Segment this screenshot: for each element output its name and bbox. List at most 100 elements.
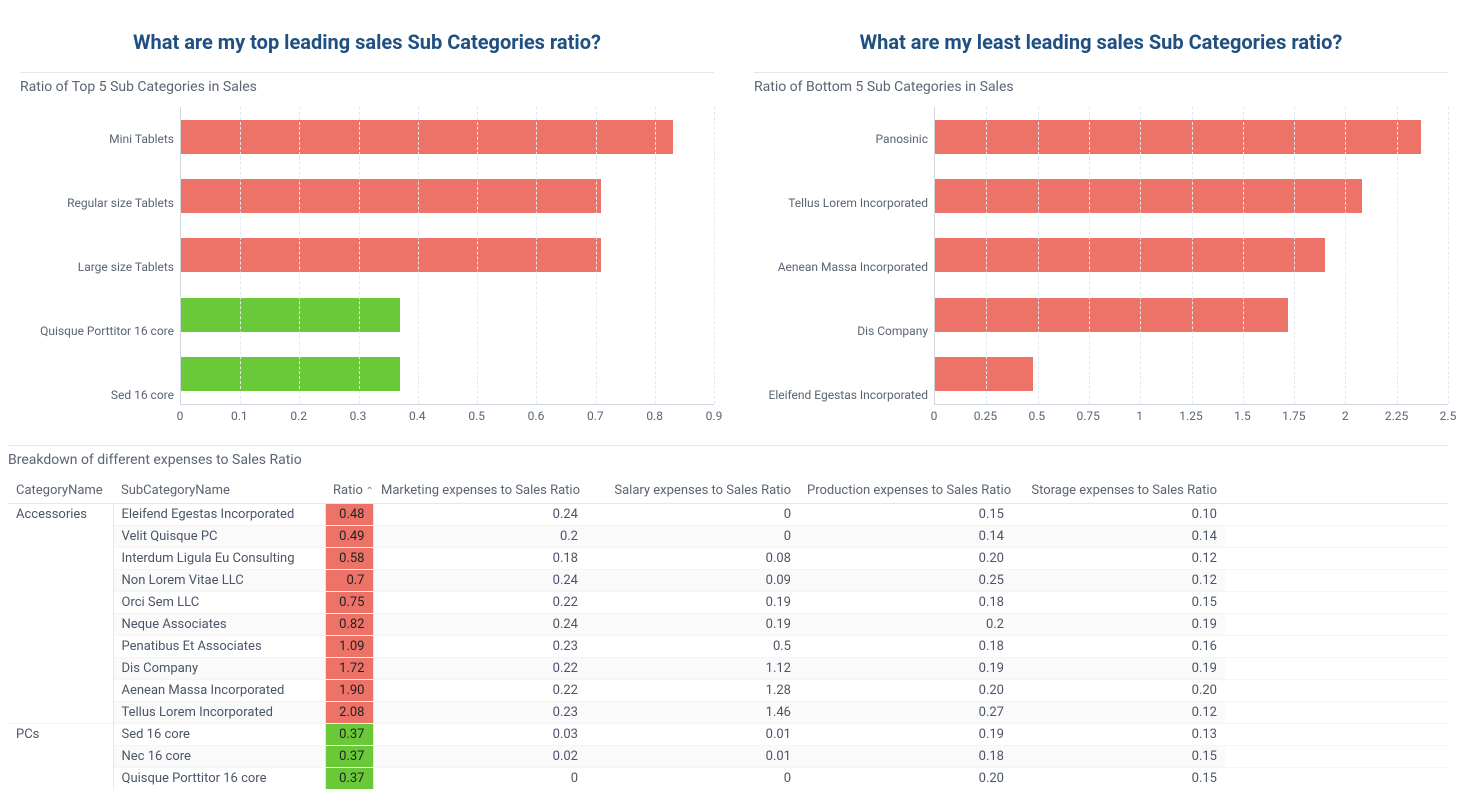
chart-bottom5: PanosinicTellus Lorem IncorporatedAenean… — [754, 107, 1448, 427]
table-row[interactable]: Orci Sem LLC0.750.220.190.180.15 — [8, 592, 1448, 614]
metric-cell: 0.23 — [373, 636, 586, 658]
bar-label: Panosinic — [754, 132, 928, 146]
subcategory-cell: Aenean Massa Incorporated — [113, 680, 325, 702]
metric-cell: 0.20 — [799, 548, 1012, 570]
metric-cell: 0.12 — [1012, 702, 1225, 724]
table-row[interactable]: Interdum Ligula Eu Consulting0.580.180.0… — [8, 548, 1448, 570]
ratio-cell: 1.72 — [325, 658, 373, 680]
metric-cell: 0.09 — [586, 570, 799, 592]
metric-cell: 0.19 — [1012, 658, 1225, 680]
column-header[interactable]: Storage expenses to Sales Ratio — [1012, 478, 1225, 504]
x-tick: 0.7 — [587, 409, 604, 423]
expenses-table-wrap: CategoryNameSubCategoryNameRatioMarketin… — [8, 478, 1448, 789]
panel-title-left: What are my top leading sales Sub Catego… — [20, 30, 714, 54]
metric-cell: 1.12 — [586, 658, 799, 680]
x-tick: 2.25 — [1385, 409, 1408, 423]
x-tick: 0.5 — [1028, 409, 1045, 423]
table-row[interactable]: PCsSed 16 core0.370.030.010.190.13 — [8, 724, 1448, 746]
column-header[interactable]: Marketing expenses to Sales Ratio — [373, 478, 586, 504]
x-tick: 0.2 — [290, 409, 307, 423]
ratio-cell: 0.37 — [325, 724, 373, 746]
table-row[interactable]: Neque Associates0.820.240.190.20.19 — [8, 614, 1448, 636]
ratio-cell: 2.08 — [325, 702, 373, 724]
table-row[interactable]: Nec 16 core0.370.020.010.180.15 — [8, 746, 1448, 768]
subcategory-cell: Sed 16 core — [113, 724, 325, 746]
bar[interactable] — [181, 120, 673, 154]
metric-cell: 0.19 — [799, 724, 1012, 746]
x-tick: 0.1 — [231, 409, 248, 423]
column-header[interactable]: CategoryName — [8, 478, 113, 504]
x-tick: 1 — [1136, 409, 1143, 423]
metric-cell: 0.16 — [1012, 636, 1225, 658]
ratio-cell: 0.82 — [325, 614, 373, 636]
column-header[interactable]: Ratio — [325, 478, 373, 504]
bar[interactable] — [935, 357, 1033, 391]
bar[interactable] — [935, 238, 1325, 272]
x-tick: 1.5 — [1234, 409, 1251, 423]
bar[interactable] — [181, 357, 400, 391]
subcategory-cell: Orci Sem LLC — [113, 592, 325, 614]
table-row[interactable]: Aenean Massa Incorporated1.900.221.280.2… — [8, 680, 1448, 702]
metric-cell: 0.18 — [799, 636, 1012, 658]
metric-cell: 0 — [373, 768, 586, 790]
x-tick: 0.4 — [409, 409, 426, 423]
x-tick: 0.25 — [974, 409, 997, 423]
subcategory-cell: Eleifend Egestas Incorporated — [113, 504, 325, 526]
chart-top5: Mini TabletsRegular size TabletsLarge si… — [20, 107, 714, 427]
table-row[interactable]: Penatibus Et Associates1.090.230.50.180.… — [8, 636, 1448, 658]
bar-label: Regular size Tablets — [20, 196, 174, 210]
bar[interactable] — [181, 179, 601, 213]
bar-label: Eleifend Egestas Incorporated — [754, 388, 928, 402]
table-row[interactable]: Dis Company1.720.221.120.190.19 — [8, 658, 1448, 680]
metric-cell: 0.18 — [373, 548, 586, 570]
bar[interactable] — [181, 238, 601, 272]
bar[interactable] — [935, 120, 1421, 154]
subcategory-cell: Neque Associates — [113, 614, 325, 636]
category-cell: Accessories — [8, 504, 113, 724]
metric-cell: 0.19 — [586, 614, 799, 636]
metric-cell: 0.14 — [799, 526, 1012, 548]
metric-cell: 0.22 — [373, 592, 586, 614]
panel-title-right: What are my least leading sales Sub Cate… — [754, 30, 1448, 54]
metric-cell: 0.02 — [373, 746, 586, 768]
metric-cell: 0 — [586, 504, 799, 526]
bar[interactable] — [935, 298, 1288, 332]
x-tick: 0 — [177, 409, 184, 423]
column-header[interactable]: Production expenses to Sales Ratio — [799, 478, 1012, 504]
column-header[interactable]: SubCategoryName — [113, 478, 325, 504]
metric-cell: 0 — [586, 768, 799, 790]
bar[interactable] — [935, 179, 1362, 213]
x-tick: 0.5 — [468, 409, 485, 423]
ratio-cell: 0.37 — [325, 746, 373, 768]
metric-cell: 0.13 — [1012, 724, 1225, 746]
subcategory-cell: Non Lorem Vitae LLC — [113, 570, 325, 592]
x-tick: 0.9 — [706, 409, 723, 423]
table-row[interactable]: AccessoriesEleifend Egestas Incorporated… — [8, 504, 1448, 526]
bar-label: Quisque Porttitor 16 core — [20, 324, 174, 338]
ratio-cell: 0.58 — [325, 548, 373, 570]
subcategory-cell: Tellus Lorem Incorporated — [113, 702, 325, 724]
metric-cell: 0.20 — [799, 768, 1012, 790]
metric-cell: 0.18 — [799, 592, 1012, 614]
metric-cell: 0.5 — [586, 636, 799, 658]
table-row[interactable]: Velit Quisque PC0.490.200.140.14 — [8, 526, 1448, 548]
metric-cell: 0.01 — [586, 746, 799, 768]
table-row[interactable]: Tellus Lorem Incorporated2.080.231.460.2… — [8, 702, 1448, 724]
x-tick: 2.5 — [1440, 409, 1457, 423]
table-row[interactable]: Quisque Porttitor 16 core0.37000.200.15 — [8, 768, 1448, 790]
metric-cell: 1.46 — [586, 702, 799, 724]
subcategory-cell: Quisque Porttitor 16 core — [113, 768, 325, 790]
panel-top-right: What are my least leading sales Sub Cate… — [734, 0, 1468, 437]
table-row[interactable]: Non Lorem Vitae LLC0.70.240.090.250.12 — [8, 570, 1448, 592]
metric-cell: 0.25 — [799, 570, 1012, 592]
metric-cell: 0.19 — [799, 658, 1012, 680]
subcategory-cell: Dis Company — [113, 658, 325, 680]
metric-cell: 0.24 — [373, 614, 586, 636]
x-tick: 0.8 — [646, 409, 663, 423]
metric-cell: 0.20 — [799, 680, 1012, 702]
metric-cell: 0.24 — [373, 504, 586, 526]
bar-label: Tellus Lorem Incorporated — [754, 196, 928, 210]
x-tick: 1.25 — [1179, 409, 1202, 423]
bar[interactable] — [181, 298, 400, 332]
column-header[interactable]: Salary expenses to Sales Ratio — [586, 478, 799, 504]
